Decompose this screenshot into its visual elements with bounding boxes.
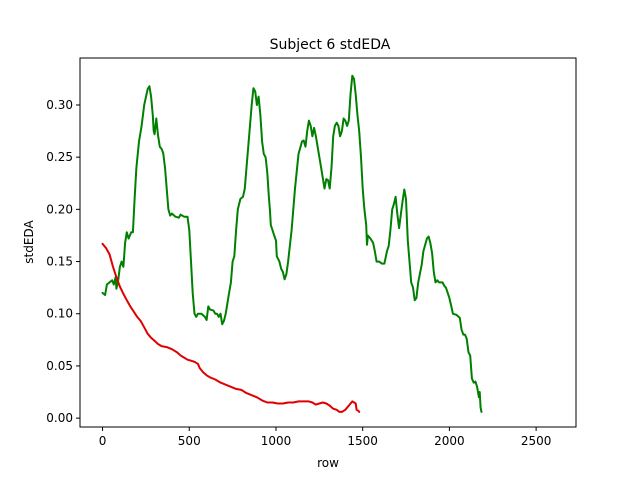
x-tick-label: 0	[99, 434, 107, 448]
series-line-1	[101, 74, 483, 413]
x-tick-label: 2500	[521, 434, 552, 448]
y-axis-label: stdEDA	[22, 220, 36, 264]
y-tick-label: 0.25	[46, 150, 73, 164]
y-tick-label: 0.05	[46, 359, 73, 373]
y-tick-label: 0.15	[46, 255, 73, 269]
plot-lines	[101, 74, 483, 413]
plot-frame	[79, 57, 577, 428]
y-axis-ticks: 0.00 0.05 0.10 0.15 0.20 0.25 0.30	[46, 98, 80, 425]
x-axis-label: row	[317, 456, 339, 470]
x-tick-label: 2000	[434, 434, 465, 448]
x-tick-label: 1500	[347, 434, 378, 448]
x-tick-label: 1000	[261, 434, 292, 448]
y-tick-label: 0.00	[46, 411, 73, 425]
series-line-2	[101, 242, 361, 413]
y-tick-label: 0.20	[46, 202, 73, 216]
chart-title: Subject 6 stdEDA	[270, 37, 391, 53]
y-tick-label: 0.10	[46, 307, 73, 321]
x-tick-label: 500	[178, 434, 201, 448]
x-axis-ticks: 0 500 1000 1500 2000 2500	[99, 427, 552, 448]
y-tick-label: 0.30	[46, 98, 73, 112]
